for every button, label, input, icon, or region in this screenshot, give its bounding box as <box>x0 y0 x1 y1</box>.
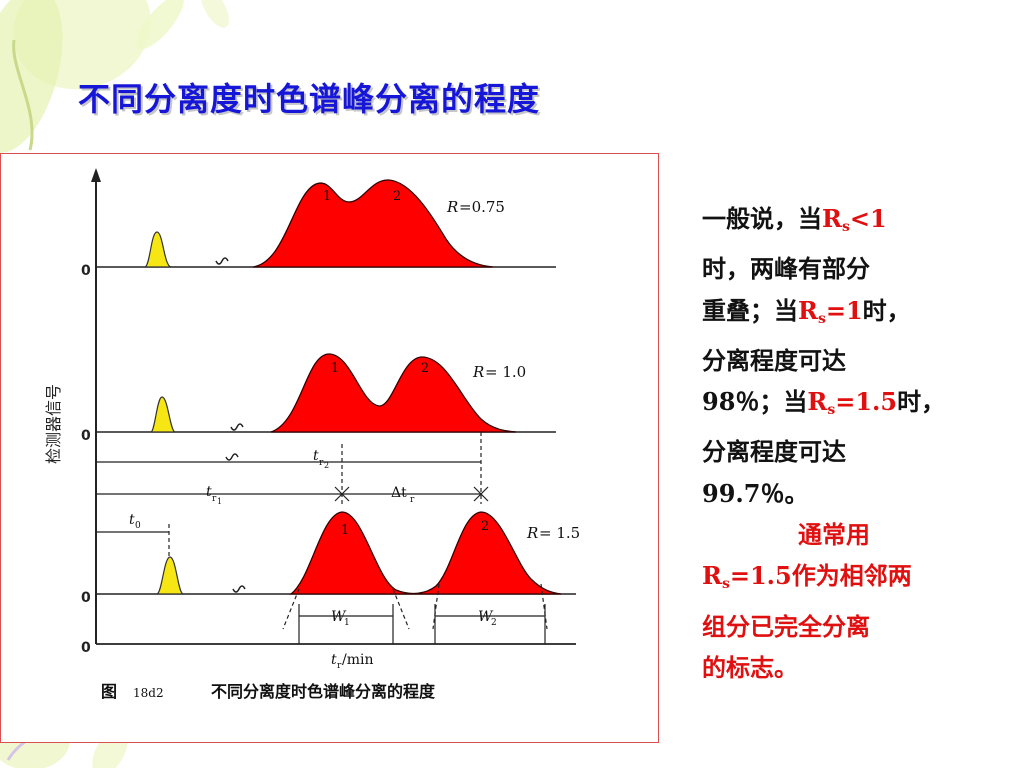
explanation-line-8: 通常用 <box>798 520 870 550</box>
rs-symbol: Rs=1.5 <box>807 387 898 419</box>
chromatogram-svg: 检测器信号 0 1 2 R =0.75 0 1 2 R = 1.0 <box>44 168 580 701</box>
w2-sub: 2 <box>491 618 497 628</box>
explanation-line-9: Rs=1.5作为相邻两 <box>702 561 912 593</box>
axis-break-1 <box>215 257 229 265</box>
t0-label: t <box>129 512 135 528</box>
w2-label: W <box>478 609 494 625</box>
zero-label-origin: 0 <box>81 640 91 656</box>
peak-2-label-panel-1: 2 <box>393 189 401 204</box>
y-axis-label: 检测器信号 <box>44 384 63 464</box>
explanation-line-5: 98％；当Rs=1.5时， <box>702 387 946 419</box>
tr1-sub: r <box>212 494 217 504</box>
explanation-line-6: 分离程度可达 <box>702 437 846 467</box>
caption-text: 不同分离度时色谱峰分离的程度 <box>211 682 436 701</box>
explanation-line-7: 99.7％。 <box>702 478 809 508</box>
rs-symbol: Rs<1 <box>822 204 887 235</box>
delta-tr-sub: r <box>410 495 415 505</box>
w1-sub: 1 <box>344 618 350 628</box>
peak-width-annotations <box>282 583 548 644</box>
w1-label: W <box>331 609 347 625</box>
peak-1-label-panel-2: 1 <box>331 361 339 376</box>
zero-label-2: 0 <box>81 428 91 444</box>
tr1-label: t <box>206 484 212 500</box>
peak-1-label-panel-3: 1 <box>341 523 349 538</box>
retention-annotations <box>96 432 489 594</box>
explanation-line-3: 重叠；当Rs=1时， <box>702 295 911 327</box>
overlapping-peaks-1 <box>252 179 494 268</box>
axis-break-tr2 <box>225 453 239 461</box>
fully-separated-peaks-3 <box>289 511 562 595</box>
panel-r075: 0 1 2 R =0.75 <box>81 179 556 279</box>
panel-r10: 0 1 2 R = 1.0 <box>81 353 556 444</box>
zero-label-3: 0 <box>81 590 91 606</box>
solvent-peak-3 <box>156 556 184 595</box>
tr1-sub2: 1 <box>217 497 222 506</box>
r-value-1: =0.75 <box>459 198 505 216</box>
r-value-2: = 1.0 <box>485 363 526 381</box>
r-value-3: = 1.5 <box>539 524 580 542</box>
r-symbol-2: R <box>472 363 484 381</box>
text-fragment: 一般说，当 <box>702 204 822 233</box>
t0-sub: 0 <box>135 521 141 531</box>
x-axis-unit: /min <box>342 652 374 668</box>
explanation-line-11: 的标志。 <box>702 652 798 682</box>
x-axis-label-sub: r <box>337 661 342 671</box>
delta-tr-label: Δt <box>391 485 407 501</box>
explanation-line-10: 组分已完全分离 <box>702 611 870 641</box>
peak-2-label-panel-3: 2 <box>481 519 489 534</box>
explanation-line-1: 一般说，当Rs<1 <box>702 198 1002 248</box>
peak-2-label-panel-2: 2 <box>421 361 429 376</box>
x-axis-label: t <box>331 652 337 668</box>
explanation-line-2: 时，两峰有部分 <box>702 254 870 284</box>
solvent-peak-1 <box>144 231 172 268</box>
axis-break-3 <box>232 585 246 593</box>
rs-symbol: Rs=1 <box>798 295 863 327</box>
axis-break-2 <box>230 423 244 431</box>
explanation-line-4: 分离程度可达 <box>702 345 846 375</box>
r-symbol-1: R <box>446 198 458 216</box>
r-symbol-3: R <box>526 524 538 542</box>
tr2-sub2: 2 <box>324 461 329 470</box>
y-axis-arrow <box>91 168 101 182</box>
panel-r15: 0 1 2 R = 1.5 <box>81 511 580 606</box>
peak-1-label-panel-1: 1 <box>323 189 331 204</box>
partially-separated-peaks-2 <box>270 353 517 433</box>
caption-prefix: 图 <box>101 682 117 701</box>
slide-title: 不同分离度时色谱峰分离的程度 <box>78 80 541 118</box>
solvent-peak-2 <box>150 396 176 433</box>
tr2-sub: r <box>319 458 324 468</box>
tr2-label: t <box>313 448 319 464</box>
zero-label-1: 0 <box>81 263 91 279</box>
chromatogram-figure: 检测器信号 0 1 2 R =0.75 0 1 2 R = 1.0 <box>0 153 659 743</box>
explanation-text: 一般说，当Rs<1 时，两峰有部分 重叠；当Rs=1时， 分离程度可达 98％；… <box>702 198 1002 688</box>
caption-number: 18d2 <box>133 686 164 700</box>
